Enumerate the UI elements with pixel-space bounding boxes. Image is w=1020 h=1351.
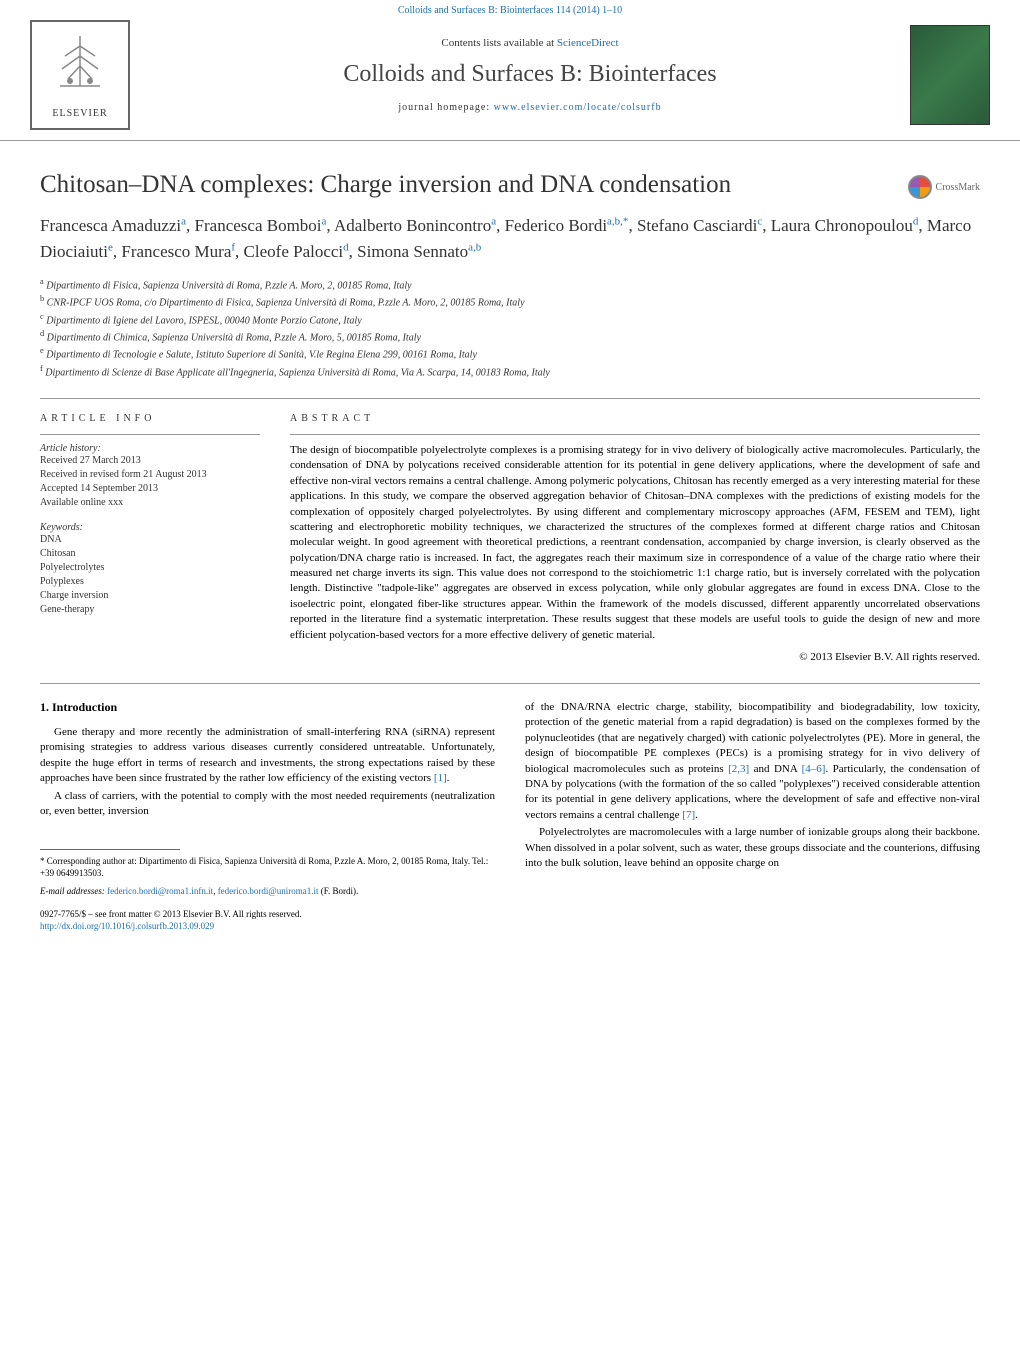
- publisher-name: ELSEVIER: [52, 108, 107, 119]
- ref-link[interactable]: [4–6]: [802, 763, 826, 775]
- elsevier-tree-icon: [50, 31, 110, 108]
- article-info-header: ARTICLE INFO: [40, 413, 260, 424]
- affiliation-line: a Dipartimento di Fisica, Sapienza Unive…: [40, 276, 980, 293]
- history-item: Available online xxx: [40, 496, 260, 510]
- keyword-item: Polyplexes: [40, 575, 260, 589]
- history-item: Received in revised form 21 August 2013: [40, 468, 260, 482]
- affiliation-line: b CNR-IPCF UOS Roma, c/o Dipartimento di…: [40, 293, 980, 310]
- affiliation-line: c Dipartimento di Igiene del Lavoro, ISP…: [40, 311, 980, 328]
- affiliations-list: a Dipartimento di Fisica, Sapienza Unive…: [40, 276, 980, 380]
- issn-line: 0927-7765/$ – see front matter © 2013 El…: [40, 909, 495, 921]
- contents-line: Contents lists available at ScienceDirec…: [150, 37, 910, 49]
- keywords-label: Keywords:: [40, 522, 260, 533]
- sciencedirect-link[interactable]: ScienceDirect: [557, 37, 619, 49]
- elsevier-logo: ELSEVIER: [30, 20, 130, 130]
- journal-title: Colloids and Surfaces B: Biointerfaces: [150, 61, 910, 88]
- abstract-copyright: © 2013 Elsevier B.V. All rights reserved…: [290, 651, 980, 663]
- ref-link[interactable]: [7]: [682, 809, 695, 821]
- body-paragraph: of the DNA/RNA electric charge, stabilit…: [525, 700, 980, 823]
- body-paragraph: Gene therapy and more recently the admin…: [40, 725, 495, 787]
- abstract-text: The design of biocompatible polyelectrol…: [290, 443, 980, 643]
- affiliation-line: f Dipartimento di Scienze di Base Applic…: [40, 363, 980, 380]
- history-label: Article history:: [40, 443, 260, 454]
- email-link-2[interactable]: federico.bordi@uniroma1.it: [218, 886, 319, 896]
- keyword-item: Charge inversion: [40, 589, 260, 603]
- body-left-column: 1. Introduction Gene therapy and more re…: [40, 700, 495, 933]
- homepage-line: journal homepage: www.elsevier.com/locat…: [150, 102, 910, 113]
- ref-link[interactable]: [2,3]: [728, 763, 749, 775]
- article-title: Chitosan–DNA complexes: Charge inversion…: [40, 171, 980, 199]
- email-note: E-mail addresses: federico.bordi@roma1.i…: [40, 886, 495, 898]
- article-info-sidebar: ARTICLE INFO Article history: Received 2…: [40, 413, 260, 663]
- abstract-section: ABSTRACT The design of biocompatible pol…: [290, 413, 980, 663]
- affiliation-line: d Dipartimento di Chimica, Sapienza Univ…: [40, 328, 980, 345]
- crossmark-icon: [908, 175, 932, 199]
- journal-cover-thumbnail: [910, 25, 990, 125]
- history-item: Accepted 14 September 2013: [40, 482, 260, 496]
- keyword-item: Polyelectrolytes: [40, 561, 260, 575]
- homepage-link[interactable]: www.elsevier.com/locate/colsurfb: [494, 102, 662, 113]
- affiliation-line: e Dipartimento di Tecnologie e Salute, I…: [40, 345, 980, 362]
- email-link-1[interactable]: federico.bordi@roma1.infn.it: [107, 886, 213, 896]
- keyword-item: DNA: [40, 533, 260, 547]
- keyword-item: Chitosan: [40, 547, 260, 561]
- body-right-column: of the DNA/RNA electric charge, stabilit…: [525, 700, 980, 933]
- doi-link[interactable]: http://dx.doi.org/10.1016/j.colsurfb.201…: [40, 921, 214, 931]
- body-paragraph: A class of carriers, with the potential …: [40, 789, 495, 820]
- ref-link[interactable]: [1]: [434, 772, 447, 784]
- body-paragraph: Polyelectrolytes are macromolecules with…: [525, 825, 980, 871]
- crossmark-badge[interactable]: CrossMark: [908, 175, 980, 199]
- journal-header: ELSEVIER Contents lists available at Sci…: [0, 0, 1020, 141]
- abstract-header: ABSTRACT: [290, 413, 980, 424]
- intro-heading: 1. Introduction: [40, 700, 495, 715]
- keyword-item: Gene-therapy: [40, 603, 260, 617]
- bottom-meta: 0927-7765/$ – see front matter © 2013 El…: [40, 909, 495, 932]
- authors-list: Francesca Amaduzzia, Francesca Bomboia, …: [40, 213, 980, 264]
- corresponding-author-note: * Corresponding author at: Dipartimento …: [40, 856, 495, 879]
- history-item: Received 27 March 2013: [40, 454, 260, 468]
